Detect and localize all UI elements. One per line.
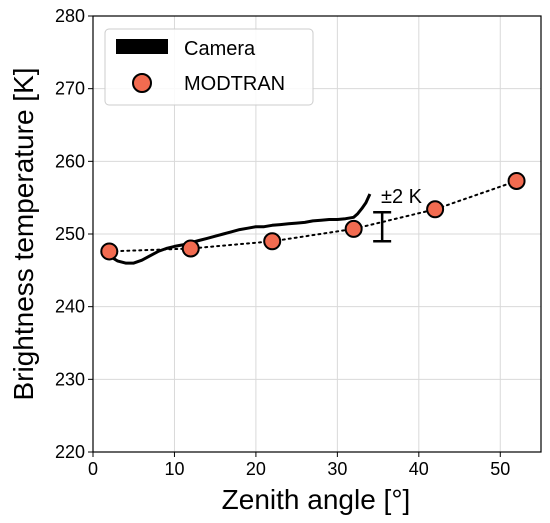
legend-label-modtran: MODTRAN xyxy=(184,73,285,95)
modtran-point xyxy=(507,171,526,190)
x-tick-label: 40 xyxy=(409,459,429,479)
x-tick-label: 0 xyxy=(88,459,98,479)
y-tick-label: 240 xyxy=(55,297,85,317)
modtran-fit-line xyxy=(108,180,518,253)
modtran-point xyxy=(181,239,200,258)
x-tick-label: 50 xyxy=(490,459,510,479)
y-tick-label: 260 xyxy=(55,151,85,171)
camera-line xyxy=(108,193,372,265)
y-tick-label: 250 xyxy=(55,224,85,244)
y-tick-label: 220 xyxy=(55,442,85,462)
modtran-point xyxy=(426,200,445,219)
x-axis-title: Zenith angle [°] xyxy=(222,484,411,515)
y-tick-label: 230 xyxy=(55,369,85,389)
error-bar xyxy=(373,210,392,243)
modtran-point xyxy=(344,219,363,238)
y-tick-label: 280 xyxy=(55,6,85,26)
modtran-point xyxy=(100,242,119,261)
modtran-point xyxy=(263,232,282,251)
modtran-dotted-line xyxy=(108,180,518,253)
x-tick-label: 20 xyxy=(246,459,266,479)
legend: Camera MODTRAN xyxy=(104,28,314,106)
y-tick-label: 270 xyxy=(55,79,85,99)
modtran-series xyxy=(100,171,526,261)
legend-marker-modtran xyxy=(132,73,152,93)
camera-series xyxy=(108,193,372,265)
tick-labels: 0 10 20 30 40 50 220 230 240 250 260 270 280 xyxy=(55,6,510,479)
legend-swatch-camera xyxy=(116,39,168,54)
x-tick-label: 10 xyxy=(164,459,184,479)
x-tick-label: 30 xyxy=(327,459,347,479)
y-axis-title: Brightness temperature [K] xyxy=(8,67,39,400)
legend-label-camera: Camera xyxy=(184,38,256,60)
plot-frame xyxy=(92,15,542,453)
annotation-text: ±2 K xyxy=(381,186,423,208)
